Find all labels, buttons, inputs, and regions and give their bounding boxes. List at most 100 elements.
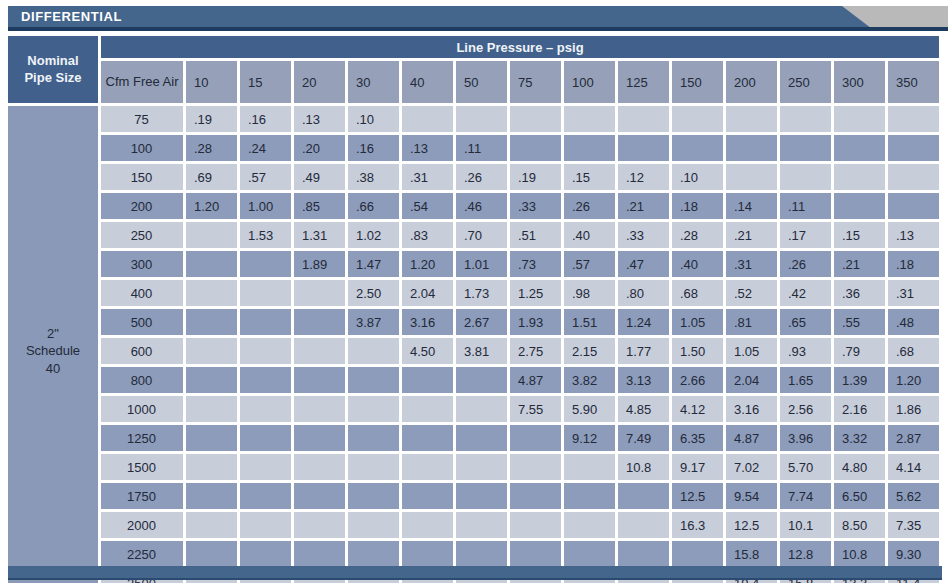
value-cell: .36: [834, 280, 885, 306]
value-cell: [186, 280, 237, 306]
value-cell: .13: [888, 222, 939, 248]
value-cell: .28: [186, 135, 237, 161]
value-cell: [348, 396, 399, 422]
value-cell: .26: [780, 251, 831, 277]
value-cell: 1.93: [510, 309, 561, 335]
value-cell: 8.50: [834, 512, 885, 538]
value-cell: .81: [726, 309, 777, 335]
pressure-column-header: 15: [240, 61, 291, 103]
pressure-column-header: 100: [564, 61, 615, 103]
value-cell: [186, 454, 237, 480]
value-cell: 1.50: [672, 338, 723, 364]
value-cell: .13: [294, 106, 345, 132]
table-row: 200016.312.510.18.507.35: [8, 512, 939, 538]
value-cell: .21: [726, 222, 777, 248]
value-cell: .21: [834, 251, 885, 277]
value-cell: .79: [834, 338, 885, 364]
value-cell: 12.5: [726, 512, 777, 538]
value-cell: [186, 367, 237, 393]
value-cell: [186, 541, 237, 567]
value-cell: [456, 367, 507, 393]
value-cell: 1.05: [726, 338, 777, 364]
value-cell: [564, 135, 615, 161]
value-cell: [294, 396, 345, 422]
page: DIFFERENTIAL Nominal Pipe Size Line Pres…: [0, 0, 950, 583]
value-cell: [618, 541, 669, 567]
value-cell: 6.35: [672, 425, 723, 451]
value-cell: .47: [618, 251, 669, 277]
value-cell: [888, 135, 939, 161]
value-cell: .51: [510, 222, 561, 248]
value-cell: [564, 483, 615, 509]
value-cell: 1.51: [564, 309, 615, 335]
value-cell: [672, 541, 723, 567]
value-cell: [186, 512, 237, 538]
value-cell: 15.8: [726, 541, 777, 567]
value-cell: [294, 425, 345, 451]
cfm-cell: 250: [101, 222, 183, 248]
value-cell: 7.55: [510, 396, 561, 422]
cfm-cell: 800: [101, 367, 183, 393]
value-cell: [510, 425, 561, 451]
value-cell: [618, 106, 669, 132]
pressure-column-header: 75: [510, 61, 561, 103]
value-cell: [510, 483, 561, 509]
value-cell: 1.65: [780, 367, 831, 393]
value-cell: .57: [564, 251, 615, 277]
value-cell: .98: [564, 280, 615, 306]
value-cell: 1.31: [294, 222, 345, 248]
value-cell: [348, 541, 399, 567]
bottom-bar-decoration: [8, 566, 942, 580]
pressure-table: Nominal Pipe Size Line Pressure – psig C…: [5, 33, 942, 583]
table-row: 225015.812.810.89.30: [8, 541, 939, 567]
cfm-cell: 200: [101, 193, 183, 219]
value-cell: 4.12: [672, 396, 723, 422]
value-cell: .40: [672, 251, 723, 277]
value-cell: 2.04: [726, 367, 777, 393]
pressure-column-header: 30: [348, 61, 399, 103]
value-cell: [240, 483, 291, 509]
pressure-column-header: 40: [402, 61, 453, 103]
value-cell: .69: [186, 164, 237, 190]
value-cell: 3.13: [618, 367, 669, 393]
value-cell: [186, 251, 237, 277]
value-cell: 2.04: [402, 280, 453, 306]
pressure-column-header: 150: [672, 61, 723, 103]
value-cell: [672, 135, 723, 161]
value-cell: 7.49: [618, 425, 669, 451]
table-row: 100.28.24.20.16.13.11: [8, 135, 939, 161]
value-cell: [726, 135, 777, 161]
value-cell: 10.1: [780, 512, 831, 538]
value-cell: .20: [294, 135, 345, 161]
value-cell: [618, 512, 669, 538]
value-cell: [780, 106, 831, 132]
value-cell: .65: [780, 309, 831, 335]
value-cell: [348, 367, 399, 393]
table-row: 2"Schedule4075.19.16.13.10: [8, 106, 939, 132]
value-cell: [186, 483, 237, 509]
value-cell: [564, 541, 615, 567]
value-cell: .28: [672, 222, 723, 248]
pressure-column-header: 250: [780, 61, 831, 103]
value-cell: 2.15: [564, 338, 615, 364]
value-cell: [834, 135, 885, 161]
value-cell: .10: [348, 106, 399, 132]
value-cell: [186, 222, 237, 248]
value-cell: [240, 251, 291, 277]
value-cell: [348, 338, 399, 364]
cfm-cell: 2250: [101, 541, 183, 567]
value-cell: 12.5: [672, 483, 723, 509]
value-cell: .68: [888, 338, 939, 364]
value-cell: 4.14: [888, 454, 939, 480]
value-cell: 1.77: [618, 338, 669, 364]
value-cell: 9.54: [726, 483, 777, 509]
group-header-row: Nominal Pipe Size Line Pressure – psig: [8, 36, 939, 58]
value-cell: 1.39: [834, 367, 885, 393]
value-cell: .18: [672, 193, 723, 219]
value-cell: [402, 454, 453, 480]
value-cell: [186, 425, 237, 451]
value-cell: .49: [294, 164, 345, 190]
cfm-cell: 150: [101, 164, 183, 190]
value-cell: .68: [672, 280, 723, 306]
value-cell: 1.25: [510, 280, 561, 306]
